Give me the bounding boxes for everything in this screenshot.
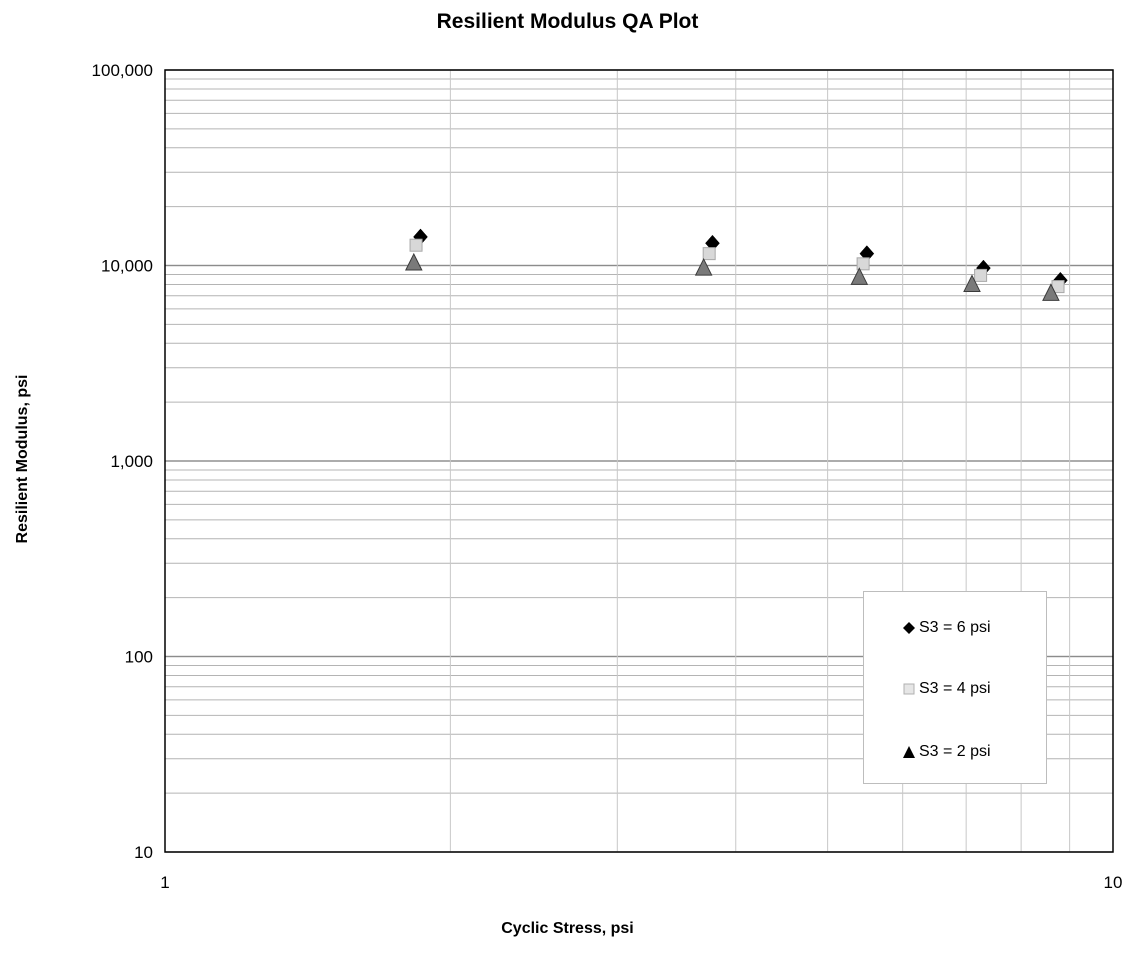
- y-tick-label: 100,000: [92, 61, 153, 80]
- tick-labels: 10 100 1,000 10,000 100,000 1 10: [92, 61, 1123, 892]
- data-point-triangle: [963, 274, 981, 292]
- diamond-marker-icon: [903, 622, 915, 634]
- data-point-triangle: [694, 257, 713, 276]
- legend-label: S3 = 4 psi: [919, 680, 991, 697]
- x-tick-label: 1: [160, 873, 169, 892]
- legend: S3 = 6 psi S3 = 4 psi S3 = 2 psi: [863, 591, 1047, 784]
- data-point-square: [974, 268, 988, 282]
- x-axis-label: Cyclic Stress, psi: [501, 920, 634, 937]
- square-marker-icon: [903, 683, 915, 695]
- y-tick-label: 10,000: [101, 257, 153, 276]
- y-axis-label: Resilient Modulus, psi: [14, 374, 31, 544]
- legend-label: S3 = 6 psi: [919, 619, 991, 636]
- x-tick-label: 10: [1104, 873, 1123, 892]
- legend-item-s3-6: S3 = 6 psi: [902, 619, 991, 637]
- data-point-triangle: [404, 252, 423, 271]
- data-point-triangle: [1042, 283, 1060, 301]
- chart-title: Resilient Modulus QA Plot: [436, 10, 699, 33]
- plot-frame: [164, 69, 1114, 853]
- legend-item-s3-2: S3 = 2 psi: [902, 743, 991, 761]
- y-tick-label: 100: [125, 648, 153, 667]
- legend-item-s3-4: S3 = 4 psi: [902, 680, 991, 698]
- triangle-marker-icon: [903, 746, 915, 758]
- data-point-square: [409, 238, 423, 252]
- y-tick-label: 1,000: [110, 452, 153, 471]
- data-point-square: [702, 247, 716, 261]
- data-points: [404, 228, 1068, 301]
- y-tick-label: 10: [134, 843, 153, 862]
- data-point-triangle: [850, 267, 869, 285]
- data-point-square: [856, 257, 870, 271]
- legend-label: S3 = 2 psi: [919, 743, 991, 760]
